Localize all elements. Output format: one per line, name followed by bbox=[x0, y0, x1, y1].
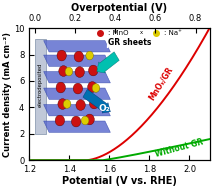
X-axis label: Potential (V vs. RHE): Potential (V vs. RHE) bbox=[62, 176, 177, 186]
Text: GR sheets: GR sheets bbox=[108, 38, 152, 47]
X-axis label: Overpotential (V): Overpotential (V) bbox=[71, 3, 167, 13]
Text: MnOₓ/GR: MnOₓ/GR bbox=[147, 65, 174, 102]
Text: Without GR: Without GR bbox=[154, 137, 204, 158]
Text: x: x bbox=[140, 30, 142, 35]
Y-axis label: Current density (mA cm⁻²): Current density (mA cm⁻²) bbox=[3, 32, 13, 157]
Text: : Na⁺: : Na⁺ bbox=[164, 30, 182, 36]
Text: : MnO: : MnO bbox=[108, 30, 129, 36]
